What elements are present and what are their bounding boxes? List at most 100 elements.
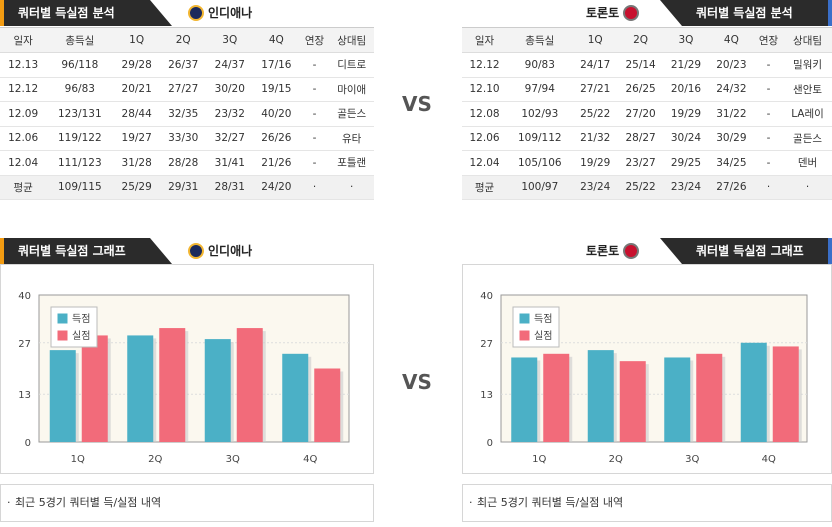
- table-cell: 96/83: [46, 77, 114, 102]
- x-tick-label: 3Q: [226, 454, 240, 465]
- table-cell: 100/97: [507, 175, 573, 200]
- table-cell: 24/20: [253, 175, 300, 200]
- table-cell: -: [754, 52, 784, 78]
- table-cell: 33/30: [159, 126, 207, 151]
- table-cell: -: [754, 101, 784, 127]
- left-graph-title: 쿼터별 득실점 그래프: [0, 238, 172, 264]
- bar-allowed: [772, 346, 799, 442]
- bar-allowed: [81, 335, 108, 442]
- bar-allowed: [543, 353, 570, 442]
- table-cell: 28/31: [206, 175, 254, 200]
- column-header: 일자: [0, 27, 47, 53]
- table-cell: 덴버: [783, 150, 832, 176]
- table-row: 12.04 105/106 19/29 23/27 29/25 34/25- 덴버: [462, 150, 832, 176]
- table-cell: 25/22: [572, 101, 618, 127]
- table-cell: 24/32: [708, 77, 755, 102]
- bar-scored: [282, 353, 309, 442]
- left-chart-note: 최근 5경기 쿼터별 득/실점 내역: [0, 484, 374, 522]
- right-chart-box: 0 13 27 40 1Q 2Q 3Q 4Q 득점 실점: [462, 264, 832, 474]
- table-cell: 102/93: [507, 101, 573, 127]
- table-cell: -: [754, 126, 784, 151]
- table-row: 12.06 109/112 21/32 28/27 30/24 30/29- 골든스: [462, 126, 832, 151]
- table-cell: 12.12: [0, 77, 47, 102]
- column-header: 4Q: [253, 27, 300, 53]
- x-tick-label: 4Q: [303, 454, 317, 465]
- table-cell: 12.06: [0, 126, 47, 151]
- table-cell: 24/17: [572, 52, 618, 78]
- table-cell: 샌안토: [783, 77, 832, 102]
- x-tick-label: 1Q: [532, 454, 546, 465]
- legend-swatch: [518, 329, 531, 342]
- table-cell: 27/20: [617, 101, 664, 127]
- table-cell: 골든스: [329, 101, 374, 127]
- table-cell: 26/26: [253, 126, 300, 151]
- table-cell: 29/25: [663, 150, 709, 176]
- table-cell: 28/44: [113, 101, 160, 127]
- left-graph-team-name: 인디애나: [208, 244, 253, 258]
- table-cell: ·: [329, 175, 374, 200]
- table-cell: -: [754, 77, 784, 102]
- table-cell: 109/112: [507, 126, 573, 151]
- table-cell: ·: [299, 175, 330, 200]
- right-analysis-title: 쿼터별 득실점 분석: [660, 0, 832, 26]
- left-team-name: 인디애나: [208, 6, 253, 20]
- table-cell: 34/25: [708, 150, 755, 176]
- table-cell: 12.04: [462, 150, 508, 176]
- top-vs-label: VS: [402, 92, 432, 116]
- table-cell: 90/83: [507, 52, 573, 78]
- table-cell: 21/32: [572, 126, 618, 151]
- x-tick-label: 3Q: [685, 454, 699, 465]
- column-header: 2Q: [159, 27, 207, 53]
- table-cell: 19/15: [253, 77, 300, 102]
- y-tick-label: 0: [25, 438, 31, 449]
- right-graph-team-name: 토론토: [586, 244, 620, 258]
- average-row: 평균 100/97 23/24 25/22 23/24 27/26 · ·: [462, 175, 832, 200]
- y-tick-label: 40: [480, 291, 493, 302]
- table-row: 12.13 96/118 29/28 26/37 24/37 17/16- 디트로: [0, 52, 374, 78]
- table-cell: 17/16: [253, 52, 300, 78]
- table-cell: 평균: [462, 175, 508, 200]
- table-cell: 97/94: [507, 77, 573, 102]
- table-cell: 123/131: [46, 101, 114, 127]
- right-score-table: 일자 총득실 1Q 2Q 3Q 4Q 연장 상대팀 12.12 90/83 24/17 25/14 2…: [462, 27, 832, 200]
- bar-scored: [204, 339, 231, 442]
- table-cell: 12.13: [0, 52, 47, 78]
- left-score-table: 일자 총득실 1Q 2Q 3Q 4Q 연장 상대팀 12.13 96/118 29/28 26/37…: [0, 27, 374, 200]
- x-tick-label: 2Q: [148, 454, 162, 465]
- column-header: 2Q: [617, 27, 664, 53]
- right-graph-title: 쿼터별 득실점 그래프: [660, 238, 832, 264]
- table-cell: 29/31: [159, 175, 207, 200]
- table-row: 12.12 90/83 24/17 25/14 21/29 20/23- 밀워키: [462, 52, 832, 78]
- column-header: 총득실: [507, 27, 573, 53]
- left-analysis-title: 쿼터별 득실점 분석: [0, 0, 172, 26]
- column-header: 연장: [754, 27, 784, 53]
- table-row: 12.08 102/93 25/22 27/20 19/29 31/22- LA레이: [462, 101, 832, 127]
- bar-scored: [587, 350, 614, 442]
- bar-allowed: [236, 328, 263, 442]
- table-cell: ·: [783, 175, 832, 200]
- legend-label: 득점: [534, 313, 552, 325]
- table-cell: 111/123: [46, 150, 114, 176]
- table-cell: 25/14: [617, 52, 664, 78]
- legend-swatch: [56, 329, 69, 342]
- table-cell: 26/37: [159, 52, 207, 78]
- table-cell: 12.04: [0, 150, 47, 176]
- left-analysis-panel: 쿼터별 득실점 분석 인디애나 일자 총득실 1Q 2Q 3Q 4Q 연장 상대팀 12.13…: [0, 0, 374, 210]
- legend-label: 실점: [534, 330, 552, 342]
- table-cell: 27/21: [572, 77, 618, 102]
- table-cell: 20/21: [113, 77, 160, 102]
- table-cell: 12.09: [0, 101, 47, 127]
- bar-scored: [664, 357, 691, 442]
- column-header: 1Q: [113, 27, 160, 53]
- table-cell: 포틀랜: [329, 150, 374, 176]
- table-cell: -: [299, 52, 330, 78]
- table-cell: 23/27: [617, 150, 664, 176]
- table-cell: 119/122: [46, 126, 114, 151]
- table-cell: 31/28: [113, 150, 160, 176]
- legend-label: 실점: [72, 330, 90, 342]
- left-team-label: 인디애나: [188, 4, 252, 21]
- column-header: 3Q: [206, 27, 254, 53]
- bar-allowed: [619, 361, 646, 442]
- table-cell: 26/25: [617, 77, 664, 102]
